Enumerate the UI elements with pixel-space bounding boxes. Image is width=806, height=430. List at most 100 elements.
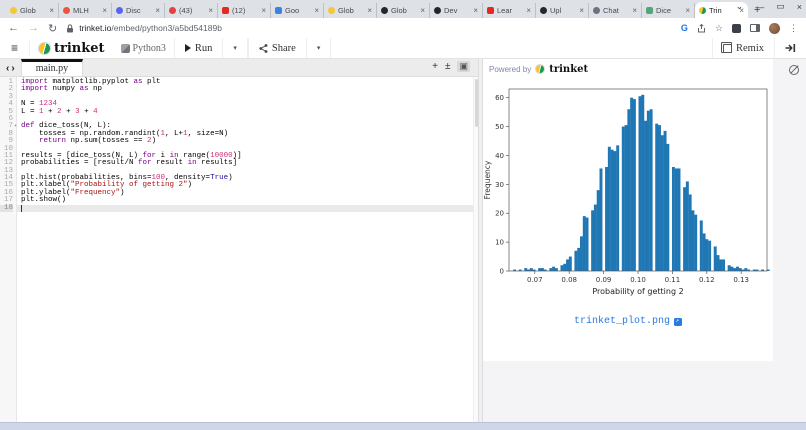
browser-tab-goo[interactable]: Goo × xyxy=(271,3,324,18)
tab-close-icon[interactable]: × xyxy=(632,6,637,15)
share-options-button[interactable]: ▾ xyxy=(307,38,332,58)
tab-close-icon[interactable]: × xyxy=(739,5,744,15)
browser-tab-chat[interactable]: Chat × xyxy=(589,3,642,18)
tab-close-icon[interactable]: × xyxy=(473,6,478,15)
code-line: plt.hist(probabilities, bins=100, densit… xyxy=(21,174,233,183)
forward-icon[interactable]: → xyxy=(28,22,39,34)
browser-tab-glob[interactable]: Glob × xyxy=(324,3,377,18)
tab-close-icon[interactable]: × xyxy=(579,6,584,15)
browser-tab-trin[interactable]: Trin × xyxy=(695,2,748,18)
extension-icon[interactable] xyxy=(732,23,741,33)
google-g-icon[interactable]: G xyxy=(680,23,688,33)
code-lines: import matplotlib.pyplot as plt import nu… xyxy=(17,77,478,422)
open-fullscreen-button[interactable] xyxy=(775,38,806,58)
trinket-favicon xyxy=(699,6,706,14)
code-line: N = 1234 xyxy=(21,100,58,109)
powered-by-brand[interactable]: trinket xyxy=(549,63,589,75)
editor-scrollbar[interactable] xyxy=(473,77,478,422)
browser-tab-disc[interactable]: Disc × xyxy=(112,3,165,18)
reload-icon[interactable]: ↻ xyxy=(48,22,58,35)
tab-close-icon[interactable]: × xyxy=(420,6,425,15)
kebab-menu-icon[interactable]: ⋮ xyxy=(789,22,798,33)
browser-tab-glob[interactable]: Glob × xyxy=(377,3,430,18)
code-line: plt.xlabel("Probability of getting 2") xyxy=(21,181,193,190)
file-nav-right-icon[interactable]: › xyxy=(11,63,15,74)
tab-title: MLH xyxy=(73,6,89,15)
share-button[interactable]: Share xyxy=(249,38,307,58)
share-icon[interactable] xyxy=(697,23,706,33)
panel-divider[interactable] xyxy=(478,59,483,422)
browser-tab-dev[interactable]: Dev × xyxy=(430,3,483,18)
tab-close-icon[interactable]: × xyxy=(367,6,372,15)
external-link-icon[interactable] xyxy=(674,317,682,326)
gray-sphere-favicon xyxy=(593,7,600,14)
tab-close-icon[interactable]: × xyxy=(314,6,319,15)
run-options-button[interactable]: ▾ xyxy=(223,38,248,58)
remix-button[interactable]: Remix xyxy=(712,38,775,58)
file-nav-left-icon[interactable]: ‹ xyxy=(6,63,10,74)
tab-close-icon[interactable]: × xyxy=(155,6,160,15)
new-tab-button[interactable]: + xyxy=(754,4,761,16)
plot-file-link[interactable]: trinket_plot.png xyxy=(573,316,670,327)
browser-tab-12[interactable]: (12) × xyxy=(218,3,271,18)
tab-title: (12) xyxy=(232,6,246,15)
browser-tab-43[interactable]: (43) × xyxy=(165,3,218,18)
svg-text:0.13: 0.13 xyxy=(733,276,749,284)
svg-text:10: 10 xyxy=(495,239,504,247)
bookmark-star-icon[interactable]: ☆ xyxy=(714,22,723,33)
tab-close-icon[interactable]: × xyxy=(526,6,531,15)
upload-file-icon[interactable]: ± xyxy=(444,61,451,72)
tab-close-icon[interactable]: × xyxy=(208,6,213,15)
profile-avatar[interactable] xyxy=(769,22,780,34)
run-label: Run xyxy=(194,42,213,54)
maximize-icon[interactable]: ▭ xyxy=(776,1,785,11)
code-line: plt.ylabel("Frequency") xyxy=(21,188,125,197)
window-bottom-edge xyxy=(0,422,806,430)
trinket-logo-icon xyxy=(535,64,546,74)
browser-tab-upl[interactable]: Upl × xyxy=(536,3,589,18)
tab-title: (43) xyxy=(179,6,193,15)
tab-close-icon[interactable]: × xyxy=(49,6,54,15)
svg-text:60: 60 xyxy=(495,94,504,102)
padlock-icon xyxy=(67,23,74,32)
close-icon[interactable]: × xyxy=(796,1,802,12)
svg-text:Frequency: Frequency xyxy=(483,160,492,199)
svg-text:0.11: 0.11 xyxy=(665,276,681,284)
tab-search-icon[interactable]: ⌄ xyxy=(735,1,744,11)
tab-title: Lear xyxy=(497,6,513,15)
run-button[interactable]: Run xyxy=(175,38,224,58)
green-square-favicon xyxy=(646,7,653,14)
svg-text:0: 0 xyxy=(500,268,504,276)
browser-tab-lear[interactable]: Lear × xyxy=(483,3,536,18)
chevron-down-icon: ▾ xyxy=(233,44,237,52)
code-area[interactable]: 1 2 3 4 5 6 7 ▾ 8 9 10 11 12 13 14 15 16 17 18 import matp… xyxy=(0,77,478,422)
add-file-icon[interactable]: + xyxy=(432,61,438,72)
svg-text:40: 40 xyxy=(495,152,504,160)
browser-tab-mlh[interactable]: MLH × xyxy=(59,3,112,18)
remix-icon xyxy=(721,41,732,53)
code-line: return np.sum(tosses == 2) xyxy=(39,137,157,146)
svg-text:50: 50 xyxy=(495,123,504,131)
trinket-brand[interactable]: trinket xyxy=(30,41,113,56)
language-label: Python3 xyxy=(132,42,166,54)
side-panel-icon[interactable] xyxy=(750,24,760,32)
minimize-icon[interactable]: — xyxy=(755,1,765,12)
url-field[interactable]: trinket.io/embed/python3/a5bd54189b xyxy=(66,23,672,33)
code-line: import numpy as np xyxy=(21,85,103,94)
back-icon[interactable]: ← xyxy=(8,22,19,34)
file-tab-mainpy[interactable]: main.py xyxy=(20,59,84,76)
globe-yellow-favicon xyxy=(10,7,17,14)
tab-close-icon[interactable]: × xyxy=(102,6,107,15)
image-library-icon[interactable]: ▣ xyxy=(457,61,470,72)
svg-text:Probability of getting 2: Probability of getting 2 xyxy=(592,287,683,296)
tab-close-icon[interactable]: × xyxy=(685,6,690,15)
browser-tab-glob[interactable]: Glob × xyxy=(6,3,59,18)
globe-yellow-favicon xyxy=(328,7,335,14)
pencil-favicon xyxy=(63,7,70,14)
share-label: Share xyxy=(271,42,296,54)
browser-tab-dice[interactable]: Dice × xyxy=(642,3,695,18)
exit-arrow-icon xyxy=(785,44,796,52)
tab-close-icon[interactable]: × xyxy=(261,6,266,15)
hamburger-menu-icon[interactable]: ≡ xyxy=(0,41,30,55)
editor-tab-bar: ‹ › main.py + ± ▣ xyxy=(0,59,478,77)
